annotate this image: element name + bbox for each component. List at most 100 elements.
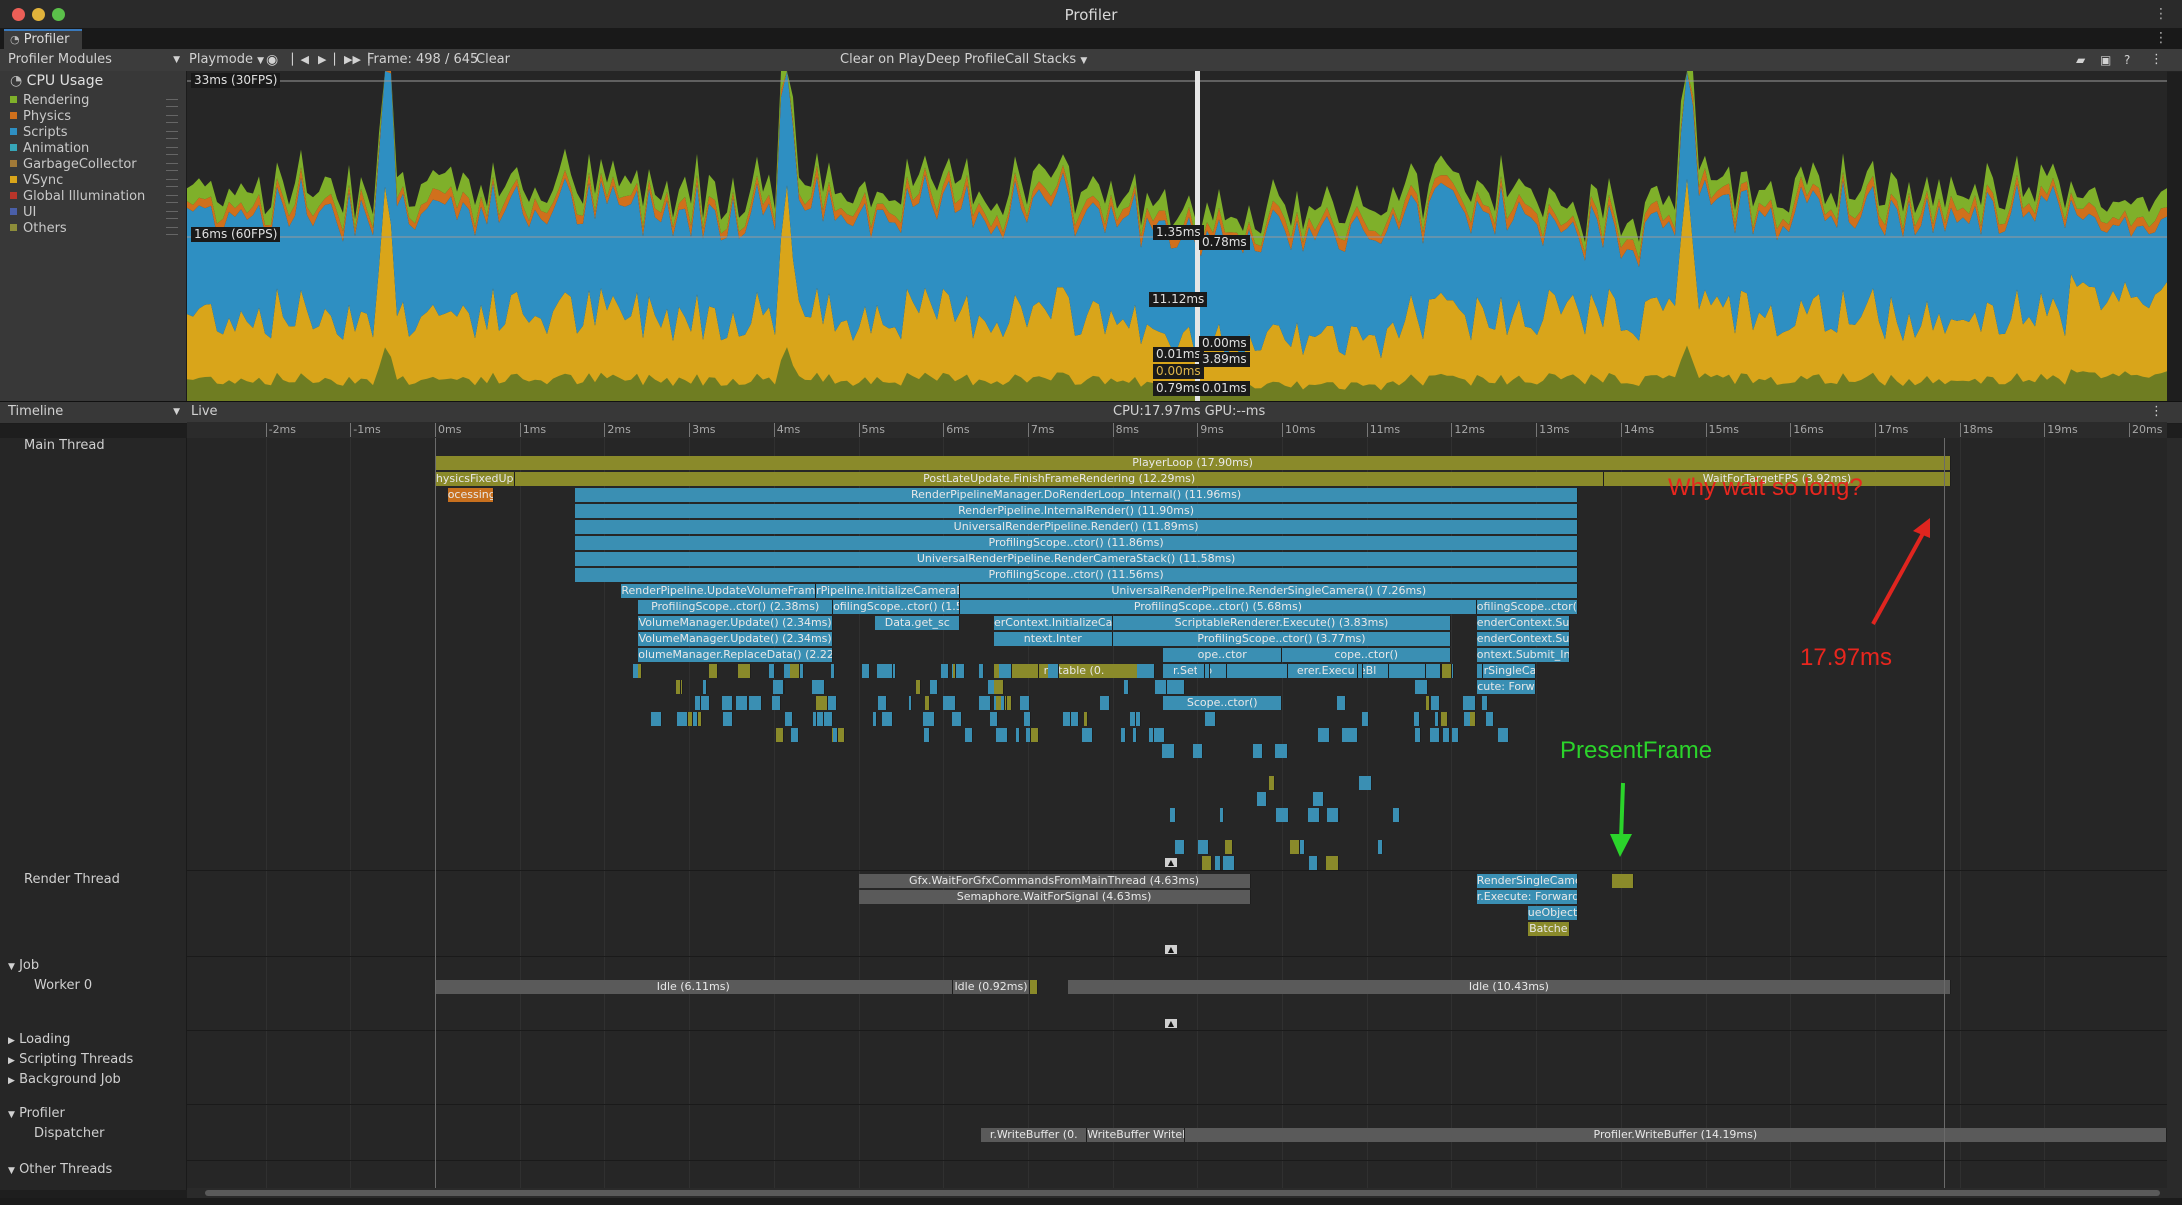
- profiler-sample[interactable]: [908, 696, 913, 710]
- profiler-sample[interactable]: [952, 664, 957, 678]
- profiler-sample[interactable]: [1100, 696, 1110, 710]
- profiler-sample[interactable]: [881, 712, 894, 726]
- profiler-sample[interactable]: [1223, 856, 1236, 870]
- record-icon[interactable]: ◉: [266, 52, 279, 68]
- profiler-sample[interactable]: [1155, 680, 1167, 694]
- drag-handle-icon[interactable]: [166, 99, 178, 107]
- clear-button[interactable]: Clear: [476, 52, 510, 67]
- profiler-sample[interactable]: [772, 696, 781, 710]
- profiler-sample[interactable]: UniversalRenderPipeline.RenderCameraStac…: [574, 552, 1579, 566]
- profiler-sample[interactable]: [784, 712, 793, 726]
- profiler-sample[interactable]: hysicsFixedUp: [435, 472, 516, 486]
- profiler-sample[interactable]: [831, 664, 836, 678]
- profiler-sample[interactable]: [877, 696, 888, 710]
- profiler-sample[interactable]: [1463, 696, 1476, 710]
- profiler-sample[interactable]: ofilingScope..ctor() (1.53m: [833, 600, 961, 614]
- profiler-sample[interactable]: Batche: [1527, 922, 1570, 936]
- profiler-sample[interactable]: [1023, 712, 1031, 726]
- profiler-sample[interactable]: [942, 696, 956, 710]
- module-item-rendering[interactable]: Rendering: [10, 93, 89, 108]
- profiler-sample[interactable]: ProfilingScope..ctor() (11.86ms): [574, 536, 1579, 550]
- drag-handle-icon[interactable]: [166, 179, 178, 187]
- profiler-sample[interactable]: [1019, 696, 1031, 710]
- profiler-sample[interactable]: enderContext.Submit_Inter: [1476, 632, 1570, 646]
- collapse-render-thread-icon[interactable]: ▲: [1165, 945, 1177, 954]
- profiler-sample[interactable]: [1337, 696, 1346, 710]
- profiler-sample[interactable]: Idle (10.43ms): [1067, 980, 1952, 994]
- profiler-sample[interactable]: [1148, 728, 1154, 742]
- profiler-sample[interactable]: [812, 712, 818, 726]
- profiler-sample[interactable]: [833, 728, 839, 742]
- close-window-button[interactable]: [12, 8, 25, 21]
- profiler-sample[interactable]: PlayerLoop (17.90ms): [435, 456, 1952, 470]
- profiler-sample[interactable]: [1015, 728, 1020, 742]
- profiler-sample[interactable]: [1124, 680, 1130, 694]
- profiler-sample[interactable]: [1133, 728, 1138, 742]
- other-threads-group-toggle[interactable]: ▼ Other Threads: [8, 1162, 112, 1177]
- profiler-sample[interactable]: [1225, 840, 1234, 854]
- profiler-sample[interactable]: [676, 712, 688, 726]
- profiler-sample[interactable]: [1130, 712, 1136, 726]
- profiler-sample[interactable]: [1275, 808, 1289, 822]
- profiler-sample[interactable]: [915, 680, 921, 694]
- profiler-sample[interactable]: [1030, 980, 1039, 994]
- job-group-toggle[interactable]: ▼ Job: [8, 958, 39, 973]
- profiler-sample[interactable]: UniversalRenderPipeline.Render() (11.89m…: [574, 520, 1579, 534]
- profiler-sample[interactable]: [1162, 744, 1175, 758]
- profiler-sample[interactable]: [923, 712, 935, 726]
- cpu-usage-chart[interactable]: 33ms (30FPS) 16ms (60FPS) 1.35ms 0.78ms …: [187, 71, 2167, 401]
- profiler-sample[interactable]: [993, 680, 1004, 694]
- profiler-sample[interactable]: ope..ctor: [1163, 648, 1282, 662]
- drag-handle-icon[interactable]: [166, 115, 178, 123]
- profiler-sample[interactable]: ProfilingScope..ctor() (11.56ms): [574, 568, 1579, 582]
- profiler-sample[interactable]: [1317, 728, 1331, 742]
- drag-handle-icon[interactable]: [166, 163, 178, 171]
- profiler-sample[interactable]: Data.get_sc: [875, 616, 961, 630]
- profiler-sample[interactable]: [749, 696, 762, 710]
- profiler-sample[interactable]: [736, 696, 748, 710]
- profiler-sample[interactable]: enderContext.Submit(): [1476, 616, 1570, 630]
- profiler-sample[interactable]: [708, 664, 718, 678]
- profiler-sample[interactable]: Semaphore.WaitForSignal (4.63ms): [858, 890, 1251, 904]
- call-stacks-dropdown[interactable]: Call Stacks ▼: [1005, 51, 1087, 69]
- profiler-sample[interactable]: [1082, 728, 1093, 742]
- maximize-window-button[interactable]: [52, 8, 65, 21]
- next-frame-icon[interactable]: ▶▕: [318, 53, 335, 66]
- profiler-sample[interactable]: rPipeline.InitializeCameraD: [816, 584, 961, 598]
- profiler-sample[interactable]: [995, 696, 1007, 710]
- vertical-scrollbar[interactable]: [2167, 438, 2182, 1198]
- profiler-sample[interactable]: [1415, 680, 1429, 694]
- profiler-sample[interactable]: [1353, 664, 1358, 678]
- profiler-sample[interactable]: [779, 680, 785, 694]
- profiler-sample[interactable]: [1222, 664, 1227, 678]
- profiler-sample[interactable]: [700, 696, 710, 710]
- profiler-sample[interactable]: [1443, 728, 1451, 742]
- profiler-sample[interactable]: [1204, 712, 1217, 726]
- background-job-group-toggle[interactable]: ▶ Background Job: [8, 1072, 121, 1087]
- profiler-sample[interactable]: [1027, 728, 1040, 742]
- collapse-main-thread-icon[interactable]: ▲: [1165, 858, 1177, 867]
- profiler-sample[interactable]: [1379, 664, 1390, 678]
- live-toggle[interactable]: Live: [191, 404, 218, 419]
- profiler-sample[interactable]: [1034, 664, 1040, 678]
- profiler-sample[interactable]: [633, 664, 639, 678]
- timeline-view[interactable]: PlayerLoop (17.90ms) hysicsFixedUp PostLat…: [187, 438, 2167, 1190]
- profiler-sample[interactable]: [1326, 856, 1340, 870]
- drag-handle-icon[interactable]: [166, 227, 178, 235]
- profiler-sample[interactable]: [1001, 696, 1006, 710]
- profiler-sample[interactable]: [1134, 712, 1141, 726]
- profiler-sample[interactable]: cute: Forw: [1476, 680, 1537, 694]
- profiler-sample[interactable]: Profiler.WriteBuffer (14.19ms): [1184, 1128, 2167, 1142]
- playmode-dropdown[interactable]: Playmode ▼: [189, 51, 264, 69]
- profiler-sample[interactable]: [1313, 792, 1324, 806]
- profiler-sample[interactable]: [638, 664, 643, 678]
- profiler-sample[interactable]: [1269, 776, 1275, 790]
- profiler-sample[interactable]: [1121, 728, 1126, 742]
- module-item-garbagecollector[interactable]: GarbageCollector: [10, 157, 137, 172]
- drag-handle-icon[interactable]: [166, 211, 178, 219]
- profiler-sample[interactable]: ofilingScope..ctor() (1.44n: [1476, 600, 1579, 614]
- first-frame-icon[interactable]: ▏◀: [292, 53, 309, 66]
- profiler-sample[interactable]: RenderSingleCamer: [1476, 874, 1579, 888]
- module-item-physics[interactable]: Physics: [10, 109, 71, 124]
- profiler-sample[interactable]: ProfilingScope..ctor() (2.38ms): [638, 600, 834, 614]
